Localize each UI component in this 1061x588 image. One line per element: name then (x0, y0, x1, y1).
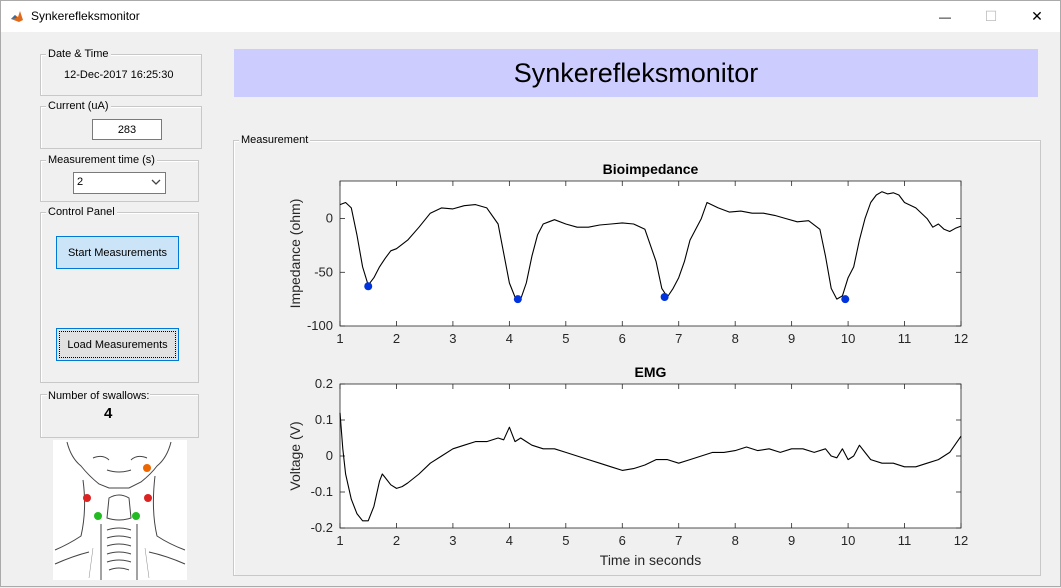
y-tick-label: 0.1 (315, 412, 333, 427)
x-tick-label: 3 (449, 331, 456, 346)
x-tick-label: 3 (449, 533, 456, 548)
swallows-label: Number of swallows: (47, 390, 151, 402)
chart-title: EMG (635, 364, 667, 380)
x-tick-label: 2 (393, 533, 400, 548)
neck-electrode-diagram (53, 440, 187, 580)
peak-marker (841, 295, 850, 304)
chart-title: Bioimpedance (603, 161, 699, 177)
x-tick-label: 1 (336, 331, 343, 346)
measurement-time-panel: Measurement time (s) 2 (40, 154, 199, 202)
peak-marker (660, 293, 669, 301)
x-tick-label: 7 (675, 331, 682, 346)
page-title: Synkerefleksmonitor (513, 57, 759, 88)
x-tick-label: 10 (841, 331, 855, 346)
date-time-label: Date & Time (46, 48, 111, 60)
measurement-panel-label: Measurement (239, 134, 311, 146)
x-tick-label: 9 (788, 533, 795, 548)
x-tick-label: 6 (619, 331, 626, 346)
header-title-panel: Synkerefleksmonitor (234, 49, 1038, 97)
control-panel: Control Panel Start Measurements Load Me… (40, 206, 199, 383)
x-axis-label: Time in seconds (600, 552, 701, 568)
x-tick-label: 4 (506, 533, 513, 548)
minimize-icon: — (939, 9, 951, 24)
x-tick-label: 5 (562, 533, 569, 548)
electrode-green-right-icon (132, 512, 140, 520)
swallows-panel: Number of swallows: 4 (40, 390, 199, 438)
y-tick-label: 0 (326, 448, 333, 463)
chevron-down-icon (151, 179, 161, 185)
x-tick-label: 9 (788, 331, 795, 346)
matlab-logo-icon (10, 9, 24, 23)
current-panel: Current (uA) 283 (40, 100, 202, 149)
y-tick-label: 0 (326, 211, 333, 226)
load-measurements-label: Load Measurements (67, 338, 168, 351)
plot-area (339, 180, 962, 327)
start-measurements-label: Start Measurements (67, 246, 168, 259)
window-title: Synkerefleksmonitor (31, 9, 140, 23)
x-tick-label: 2 (393, 331, 400, 346)
electrode-red-left-icon (83, 494, 91, 502)
measurement-time-label: Measurement time (s) (46, 154, 157, 166)
current-label: Current (uA) (46, 100, 111, 112)
x-tick-label: 5 (562, 331, 569, 346)
x-tick-label: 1 (336, 533, 343, 548)
measurement-time-dropdown[interactable]: 2 (73, 172, 166, 194)
y-tick-label: -50 (314, 264, 333, 279)
date-time-panel: Date & Time 12-Dec-2017 16:25:30 (40, 48, 202, 96)
minimize-button[interactable]: — (922, 1, 968, 32)
measurement-time-selected: 2 (77, 176, 84, 188)
electrode-orange-icon (143, 464, 151, 472)
y-tick-label: -0.1 (311, 484, 333, 499)
date-time-value: 12-Dec-2017 16:25:30 (64, 69, 174, 81)
maximize-icon: ☐ (984, 8, 998, 24)
x-tick-label: 11 (898, 533, 912, 548)
x-tick-label: 8 (732, 331, 739, 346)
peak-marker (364, 282, 373, 291)
x-tick-label: 8 (732, 533, 739, 548)
peak-marker (513, 295, 522, 304)
measurement-panel: Measurement (233, 134, 1041, 576)
control-panel-label: Control Panel (46, 206, 117, 218)
maximize-button[interactable]: ☐ (968, 1, 1014, 32)
y-tick-label: 0.2 (315, 376, 333, 391)
load-measurements-button[interactable]: Load Measurements (56, 328, 179, 361)
x-tick-label: 12 (954, 533, 968, 548)
series-line (339, 191, 962, 300)
y-tick-label: -100 (307, 318, 333, 333)
start-measurements-button[interactable]: Start Measurements (56, 236, 179, 269)
x-tick-label: 4 (506, 331, 513, 346)
title-bar: Synkerefleksmonitor — ☐ ✕ (1, 1, 1060, 32)
y-axis-label: Impedance (ohm) (287, 199, 303, 309)
current-input[interactable]: 283 (92, 119, 162, 140)
swallows-count: 4 (104, 405, 113, 422)
y-axis-label: Voltage (V) (287, 421, 303, 490)
x-tick-label: 10 (841, 533, 855, 548)
close-icon: ✕ (1031, 8, 1043, 24)
series-line (339, 412, 962, 522)
plot-area (339, 383, 962, 529)
x-tick-label: 7 (675, 533, 682, 548)
y-tick-label: -0.2 (311, 520, 333, 535)
x-tick-label: 11 (898, 331, 912, 346)
x-tick-label: 6 (619, 533, 626, 548)
close-button[interactable]: ✕ (1014, 1, 1060, 32)
x-tick-label: 12 (954, 331, 968, 346)
electrode-red-right-icon (144, 494, 152, 502)
electrode-green-left-icon (94, 512, 102, 520)
